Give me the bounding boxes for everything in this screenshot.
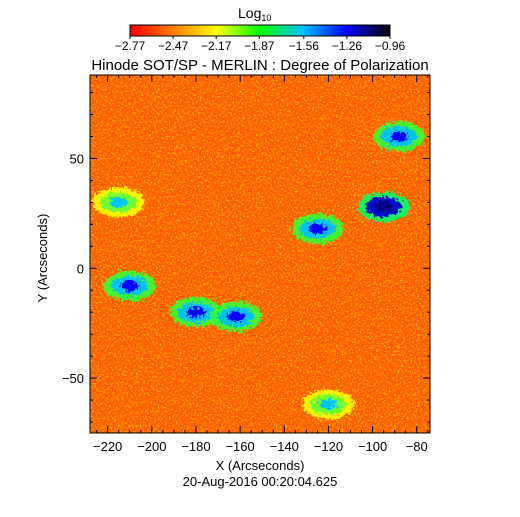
chart-subtitle: 20-Aug-2016 00:20:04.625 — [183, 474, 338, 489]
y-tick-label: 0 — [77, 261, 84, 276]
heatmap-image — [90, 75, 430, 433]
polarization-region-core — [319, 399, 338, 410]
colorbar-tick-label: −1.56 — [289, 39, 320, 53]
x-tick-label: −100 — [358, 439, 387, 454]
polarization-region-core — [390, 131, 409, 142]
colorbar-tick-label: −2.47 — [158, 39, 189, 53]
polarization-region-core — [186, 307, 205, 318]
y-axis-label: Y (Arcseconds) — [35, 214, 50, 303]
colorbar-label: Log10 — [238, 5, 271, 23]
colorbar-tick-label: −1.87 — [244, 39, 275, 53]
x-axis: −220 −200 −180 −160 −140 −120 −100 −80 — [93, 75, 429, 454]
y-axis: −50 0 50 — [62, 92, 430, 423]
chart-title: Hinode SOT/SP - MERLIN : Degree of Polar… — [91, 57, 428, 74]
y-tick-label: 50 — [70, 151, 84, 166]
polarization-region-core — [120, 280, 139, 291]
colorbar — [129, 24, 391, 37]
x-tick-label: −80 — [406, 439, 428, 454]
x-axis-label: X (Arcseconds) — [216, 458, 305, 473]
x-tick-label: −220 — [93, 439, 122, 454]
colorbar-tick-label: −2.77 — [115, 39, 146, 53]
colorbar-tick-label: −1.26 — [332, 39, 363, 53]
polarization-region-core — [308, 223, 327, 234]
plot-frame — [89, 74, 431, 434]
colorbar-tick-label: −0.96 — [375, 39, 406, 53]
x-tick-label: −120 — [314, 439, 343, 454]
x-tick-label: −160 — [225, 439, 254, 454]
y-tick-label: −50 — [62, 371, 84, 386]
polarization-region-core — [374, 201, 393, 212]
x-tick-label: −180 — [181, 439, 210, 454]
colorbar-tick-label: −2.17 — [201, 39, 232, 53]
polarization-region-core — [226, 311, 245, 322]
polarization-region-core — [109, 197, 128, 208]
colorbar-ticks: −2.77 −2.47 −2.17 −1.87 −1.56 −1.26 −0.96 — [115, 36, 406, 53]
x-tick-label: −200 — [137, 439, 166, 454]
x-tick-label: −140 — [270, 439, 299, 454]
